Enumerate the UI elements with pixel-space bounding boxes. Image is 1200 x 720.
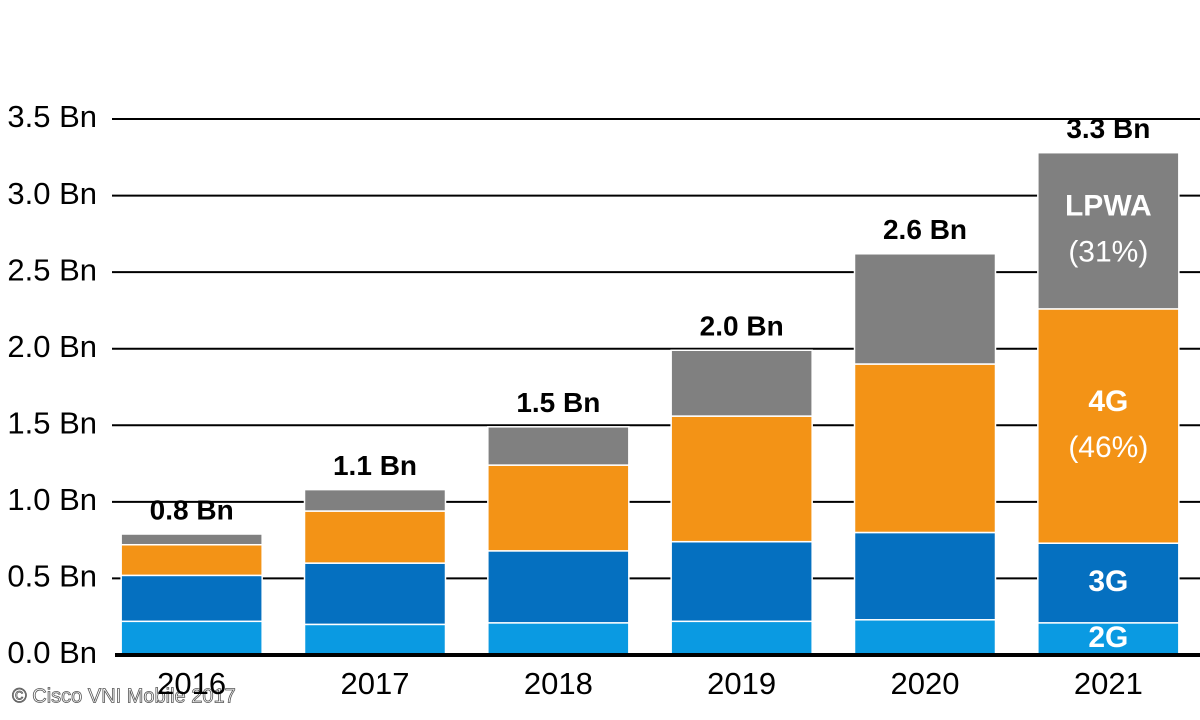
bar-segment [1037,151,1180,310]
segment-share: (46%) [1068,431,1148,464]
source-note: © Cisco VNI Mobile 2017 [12,685,236,707]
bar-segment [853,363,997,534]
bar-segment [120,533,263,546]
bar-segment [670,415,813,543]
bar-segment [120,543,263,577]
bar-segment [303,510,447,564]
bar-segment [120,620,263,656]
y-tick-label: 1.0 Bn [7,482,97,517]
x-tick-label: 2019 [707,666,776,701]
bar-segment [487,426,630,466]
x-tick-label: 2017 [341,666,410,701]
bar-segment [670,540,813,623]
bar-segment [487,550,630,624]
segment-label: 2G [1088,621,1128,654]
total-label: 1.5 Bn [516,387,600,418]
y-tick-label: 2.5 Bn [7,252,97,287]
bar-segment [853,531,997,621]
segment-share: (31%) [1068,236,1148,269]
bar-segment [853,253,997,365]
bar-segment [1037,622,1180,656]
bar-segment [303,488,447,512]
y-tick-label: 0.0 Bn [7,635,97,670]
y-tick-label: 2.0 Bn [7,329,97,364]
bar-segment [853,619,997,656]
segment-label: 3G [1088,565,1128,598]
total-label: 3.3 Bn [1066,113,1150,144]
segment-label: LPWA [1065,190,1152,223]
bar-segment [670,349,813,417]
bar-segment [487,622,630,656]
y-tick-label: 0.5 Bn [7,559,97,594]
bar-segment [120,574,263,623]
bar-segment [487,464,630,552]
bar-segment [670,620,813,656]
x-tick-label: 2018 [524,666,593,701]
total-label: 2.6 Bn [883,214,967,245]
bar-segment [1037,542,1180,624]
bar-segment [303,562,447,626]
total-label: 1.1 Bn [333,450,417,481]
bar-segment [1037,308,1180,544]
x-tick-label: 2020 [891,666,960,701]
total-label: 0.8 Bn [150,494,234,525]
x-tick-label: 2016 [157,666,226,701]
y-tick-label: 3.5 Bn [7,99,97,134]
segment-label: 4G [1088,385,1128,418]
bar-segment [303,623,447,656]
y-tick-label: 1.5 Bn [7,405,97,440]
y-tick-label: 3.0 Bn [7,176,97,211]
total-label: 2.0 Bn [700,311,784,342]
x-tick-label: 2021 [1074,666,1143,701]
